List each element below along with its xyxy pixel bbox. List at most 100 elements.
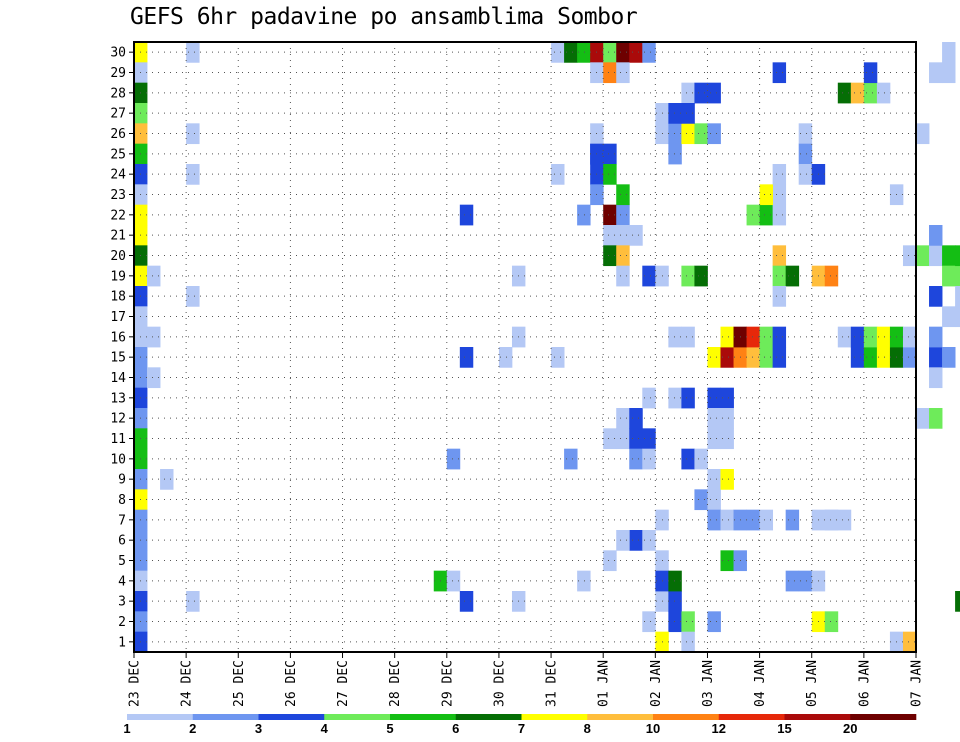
heatmap-cell xyxy=(186,286,200,307)
heatmap-cell xyxy=(459,347,474,368)
heatmap-cell xyxy=(863,347,878,368)
y-tick-label: 17 xyxy=(110,310,126,325)
heatmap-cell xyxy=(668,326,682,348)
heatmap-cell xyxy=(929,367,943,389)
heatmap-cell xyxy=(147,367,161,389)
heatmap-cell xyxy=(929,62,943,84)
heatmap-cell xyxy=(772,265,787,287)
heatmap-cell xyxy=(759,326,774,348)
heatmap-cell xyxy=(916,408,930,429)
heatmap-cell xyxy=(668,387,682,409)
heatmap-cell xyxy=(668,123,682,145)
heatmap-cell xyxy=(720,408,734,429)
y-tick-label: 23 xyxy=(110,188,126,203)
heatmap-cell xyxy=(798,143,813,165)
heatmap-cell xyxy=(746,204,760,226)
colorbar-label: 6 xyxy=(452,721,459,736)
heatmap-cell xyxy=(824,611,839,633)
colorbar-label: 10 xyxy=(646,721,660,736)
heatmap-cell xyxy=(616,184,630,206)
heatmap-cell xyxy=(876,82,891,104)
heatmap-cell xyxy=(902,326,917,348)
heatmap-cell xyxy=(694,265,708,287)
heatmap-cell xyxy=(955,286,960,307)
heatmap-cell xyxy=(681,448,695,470)
x-tick-label: 26 DEC xyxy=(284,660,299,707)
heatmap-cell xyxy=(772,245,787,267)
colorbar-label: 3 xyxy=(255,721,262,736)
heatmap-cell xyxy=(681,103,695,124)
colorbar-swatch xyxy=(521,714,588,720)
heatmap-cell xyxy=(616,408,630,429)
heatmap-cell xyxy=(668,570,682,592)
heatmap-cell xyxy=(668,143,682,165)
colorbar-label: 15 xyxy=(777,721,791,736)
colorbar-label: 2 xyxy=(189,721,196,736)
heatmap-cell xyxy=(603,550,617,572)
y-tick-label: 24 xyxy=(110,168,126,183)
heatmap-cell xyxy=(929,326,943,348)
x-tick-label: 02 JAN xyxy=(649,660,664,707)
heatmap-cell xyxy=(616,245,630,267)
heatmap-cell xyxy=(746,326,760,348)
heatmap-cells xyxy=(134,42,960,653)
heatmap-cell xyxy=(720,469,734,490)
heatmap-cell xyxy=(772,286,787,307)
heatmap-cell xyxy=(707,469,721,490)
heatmap-cell xyxy=(668,591,682,612)
x-tick-label: 05 JAN xyxy=(805,660,820,707)
heatmap-cell xyxy=(720,428,734,450)
heatmap-cell xyxy=(577,42,591,63)
heatmap-cell xyxy=(759,204,774,226)
y-tick-label: 2 xyxy=(118,615,126,630)
heatmap-cell xyxy=(942,306,956,328)
heatmap-cell xyxy=(707,611,721,633)
heatmap-cell xyxy=(902,347,917,368)
colorbar-legend: 1 2 3 4 5 6 7 8 10 12 15 20 xyxy=(123,714,917,736)
heatmap-cell xyxy=(720,326,734,348)
heatmap-cell xyxy=(863,62,878,84)
heatmap-cell xyxy=(850,347,865,368)
y-tick-label: 18 xyxy=(110,290,126,305)
colorbar-label: 1 xyxy=(123,721,130,736)
heatmap-cell xyxy=(955,265,960,287)
colorbar-swatch xyxy=(324,714,391,720)
heatmap-cell xyxy=(707,123,721,145)
heatmap-cell xyxy=(564,42,578,63)
heatmap-cell xyxy=(772,184,787,206)
colorbar-swatch xyxy=(390,714,457,720)
heatmap-cell xyxy=(668,103,682,124)
heatmap-cell xyxy=(798,164,813,185)
heatmap-cell xyxy=(746,509,760,531)
heatmap-cell xyxy=(707,509,721,531)
heatmap-cell xyxy=(785,570,800,592)
x-tick-label: 24 DEC xyxy=(180,660,195,707)
heatmap-cell xyxy=(798,570,813,592)
heatmap-cell xyxy=(577,570,591,592)
heatmap-cell xyxy=(850,326,865,348)
heatmap-cell xyxy=(603,204,617,226)
heatmap-cell xyxy=(720,550,734,572)
heatmap-cell xyxy=(629,530,643,551)
heatmap-cell xyxy=(681,82,695,104)
grid-lines xyxy=(134,42,916,652)
y-tick-label: 22 xyxy=(110,208,126,223)
heatmap-cell xyxy=(616,62,630,84)
heatmap-cell xyxy=(616,204,630,226)
heatmap-cell xyxy=(681,123,695,145)
heatmap-cell xyxy=(681,387,695,409)
heatmap-cell xyxy=(929,347,943,368)
heatmap-cell xyxy=(955,306,960,328)
heatmap-cell xyxy=(694,82,708,104)
heatmap-cell xyxy=(642,428,656,450)
heatmap-cell xyxy=(459,204,474,226)
heatmap-cell xyxy=(942,42,956,63)
heatmap-cell xyxy=(707,408,721,429)
heatmap-cell xyxy=(837,82,852,104)
heatmap-cell xyxy=(955,591,960,612)
heatmap-cell xyxy=(720,347,734,368)
heatmap-cell xyxy=(603,42,617,63)
heatmap-cell xyxy=(446,570,461,592)
x-tick-label: 01 JAN xyxy=(597,660,612,707)
y-tick-label: 1 xyxy=(118,635,126,650)
